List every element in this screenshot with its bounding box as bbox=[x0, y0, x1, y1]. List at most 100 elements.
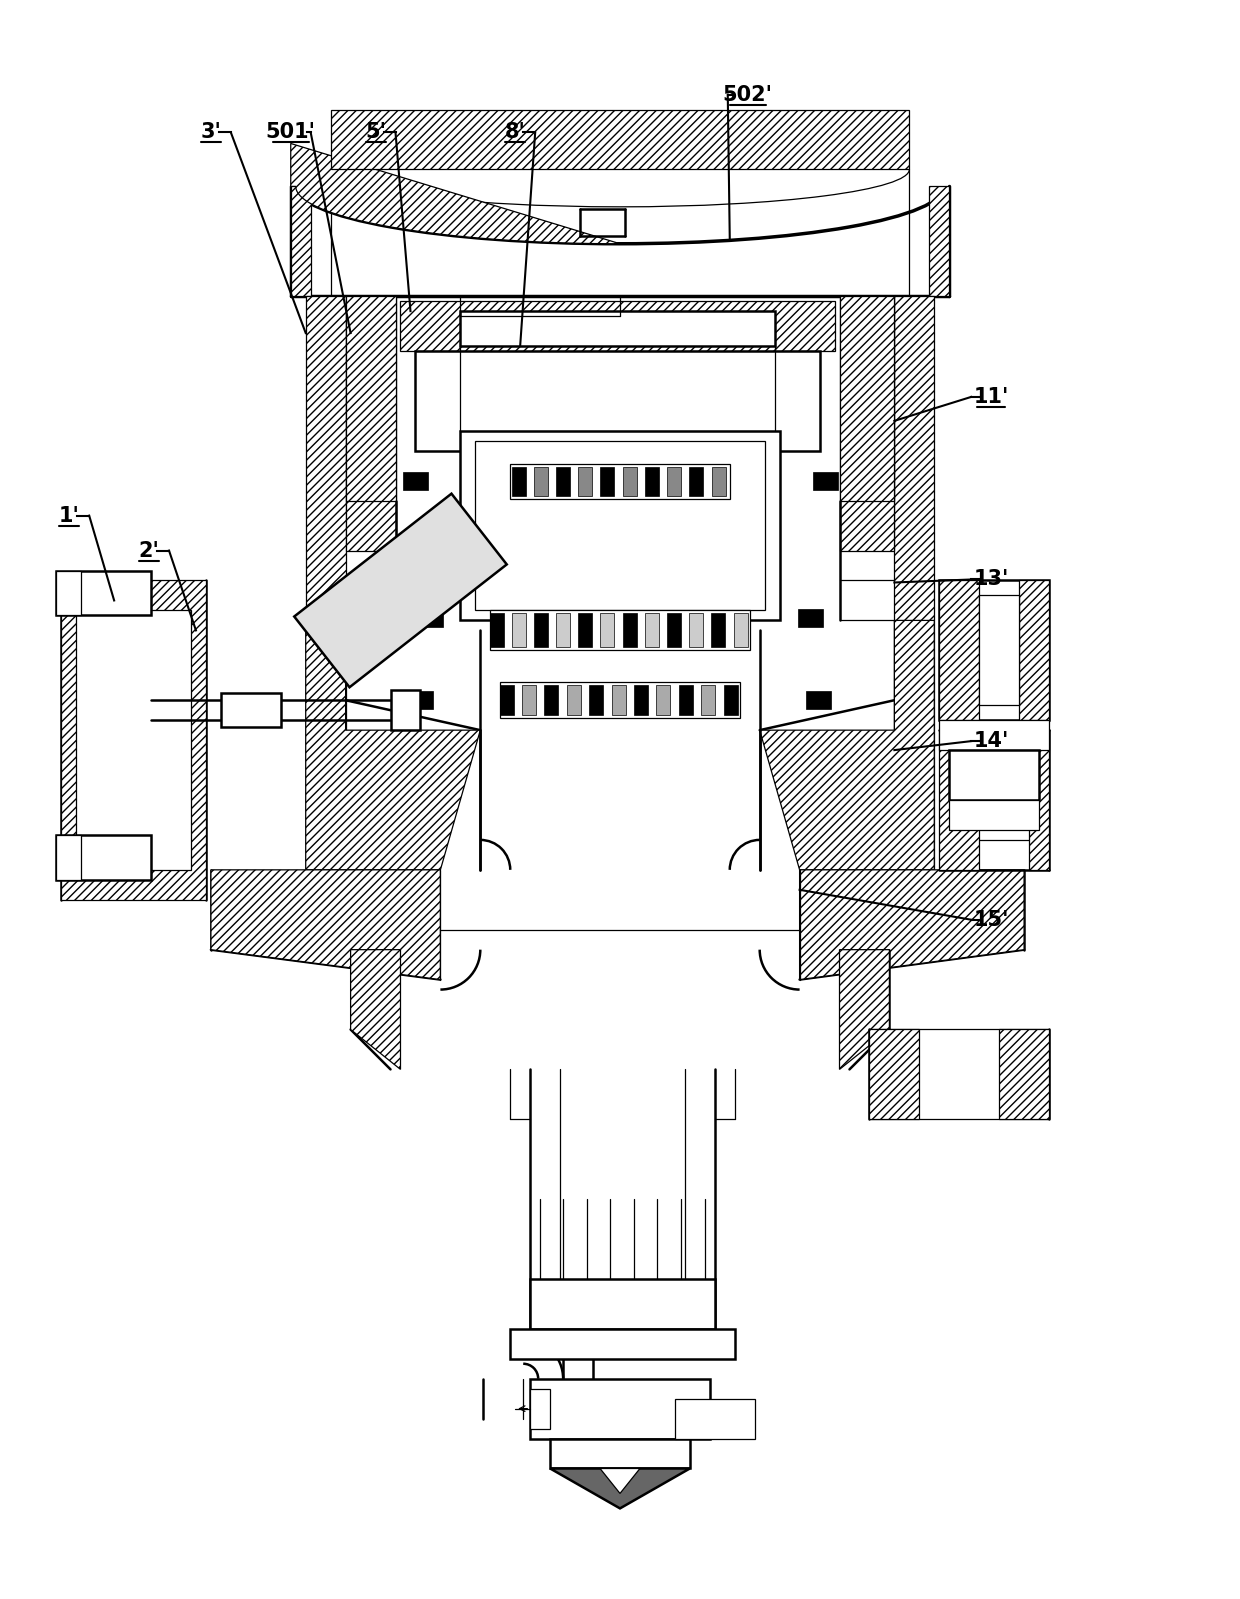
Polygon shape bbox=[600, 1468, 640, 1493]
Bar bbox=[460, 430, 780, 620]
Bar bbox=[797, 609, 822, 627]
Bar bbox=[551, 1439, 689, 1468]
Polygon shape bbox=[894, 296, 934, 870]
Polygon shape bbox=[800, 870, 1024, 980]
Bar bbox=[622, 467, 637, 496]
Polygon shape bbox=[839, 296, 894, 550]
Bar bbox=[869, 1030, 1049, 1119]
Bar bbox=[675, 1399, 755, 1439]
Text: 14': 14' bbox=[973, 731, 1009, 752]
Polygon shape bbox=[1019, 580, 1049, 720]
Polygon shape bbox=[551, 1468, 689, 1508]
Bar bbox=[460, 312, 775, 345]
Bar bbox=[578, 614, 591, 648]
Text: 15': 15' bbox=[973, 910, 1009, 929]
Bar bbox=[510, 1329, 735, 1359]
Bar bbox=[512, 614, 526, 648]
Bar bbox=[600, 614, 614, 648]
Bar bbox=[56, 835, 151, 879]
Polygon shape bbox=[351, 950, 401, 1070]
Bar bbox=[689, 614, 703, 648]
Text: 1': 1' bbox=[58, 505, 79, 526]
Bar bbox=[490, 614, 505, 648]
Bar bbox=[391, 691, 420, 731]
Polygon shape bbox=[1029, 731, 1049, 870]
Bar bbox=[500, 683, 740, 718]
Bar bbox=[589, 686, 603, 715]
Text: 502': 502' bbox=[723, 85, 773, 104]
Bar bbox=[475, 441, 765, 611]
Bar bbox=[667, 467, 681, 496]
Text: 3': 3' bbox=[201, 123, 222, 142]
Bar bbox=[534, 614, 548, 648]
Polygon shape bbox=[939, 580, 980, 720]
Bar bbox=[645, 467, 658, 496]
Bar bbox=[667, 614, 681, 648]
Bar bbox=[490, 611, 750, 651]
Polygon shape bbox=[839, 950, 889, 1070]
Text: 5': 5' bbox=[365, 123, 386, 142]
Bar bbox=[613, 686, 626, 715]
Bar bbox=[500, 686, 515, 715]
Bar bbox=[567, 686, 582, 715]
Polygon shape bbox=[61, 580, 206, 900]
Bar bbox=[734, 614, 748, 648]
Text: 11': 11' bbox=[973, 387, 1009, 406]
Bar bbox=[622, 614, 637, 648]
Bar bbox=[939, 720, 1049, 750]
Polygon shape bbox=[839, 296, 894, 500]
Bar bbox=[403, 472, 429, 489]
Bar bbox=[221, 694, 280, 728]
Bar bbox=[544, 686, 558, 715]
Polygon shape bbox=[290, 187, 311, 296]
Polygon shape bbox=[331, 110, 909, 169]
Bar bbox=[557, 467, 570, 496]
Bar bbox=[980, 595, 1019, 705]
Bar bbox=[678, 686, 693, 715]
Bar bbox=[578, 467, 591, 496]
Polygon shape bbox=[869, 1030, 919, 1119]
Bar bbox=[557, 614, 570, 648]
Polygon shape bbox=[290, 144, 620, 243]
Polygon shape bbox=[760, 620, 934, 870]
Bar bbox=[645, 614, 658, 648]
Bar bbox=[56, 571, 81, 616]
Bar bbox=[531, 1378, 709, 1439]
Polygon shape bbox=[211, 870, 440, 980]
Bar bbox=[531, 1388, 551, 1428]
Bar bbox=[512, 467, 526, 496]
Bar bbox=[600, 467, 614, 496]
Polygon shape bbox=[346, 296, 396, 550]
Bar bbox=[56, 571, 151, 616]
Bar bbox=[418, 609, 444, 627]
Bar bbox=[531, 1279, 714, 1329]
Bar bbox=[711, 614, 724, 648]
Polygon shape bbox=[294, 494, 507, 688]
Polygon shape bbox=[401, 301, 835, 352]
Bar bbox=[534, 467, 548, 496]
Polygon shape bbox=[306, 620, 480, 870]
Bar bbox=[701, 686, 714, 715]
Bar bbox=[56, 835, 81, 879]
Bar bbox=[939, 580, 1049, 720]
Bar bbox=[950, 750, 1039, 800]
Bar bbox=[510, 464, 730, 499]
Text: 8': 8' bbox=[505, 123, 526, 142]
Bar bbox=[724, 686, 738, 715]
Bar bbox=[712, 467, 725, 496]
Bar bbox=[656, 686, 670, 715]
Text: 13': 13' bbox=[973, 569, 1009, 590]
Bar bbox=[76, 611, 191, 870]
Polygon shape bbox=[306, 296, 346, 870]
Bar bbox=[408, 691, 434, 710]
Text: 2': 2' bbox=[139, 540, 160, 561]
Polygon shape bbox=[939, 731, 980, 870]
Bar bbox=[812, 472, 837, 489]
Bar bbox=[415, 352, 820, 451]
Polygon shape bbox=[999, 1030, 1049, 1119]
Bar bbox=[689, 467, 703, 496]
Bar bbox=[634, 686, 649, 715]
Text: 501': 501' bbox=[265, 123, 316, 142]
Polygon shape bbox=[950, 800, 1039, 830]
Polygon shape bbox=[929, 187, 950, 296]
